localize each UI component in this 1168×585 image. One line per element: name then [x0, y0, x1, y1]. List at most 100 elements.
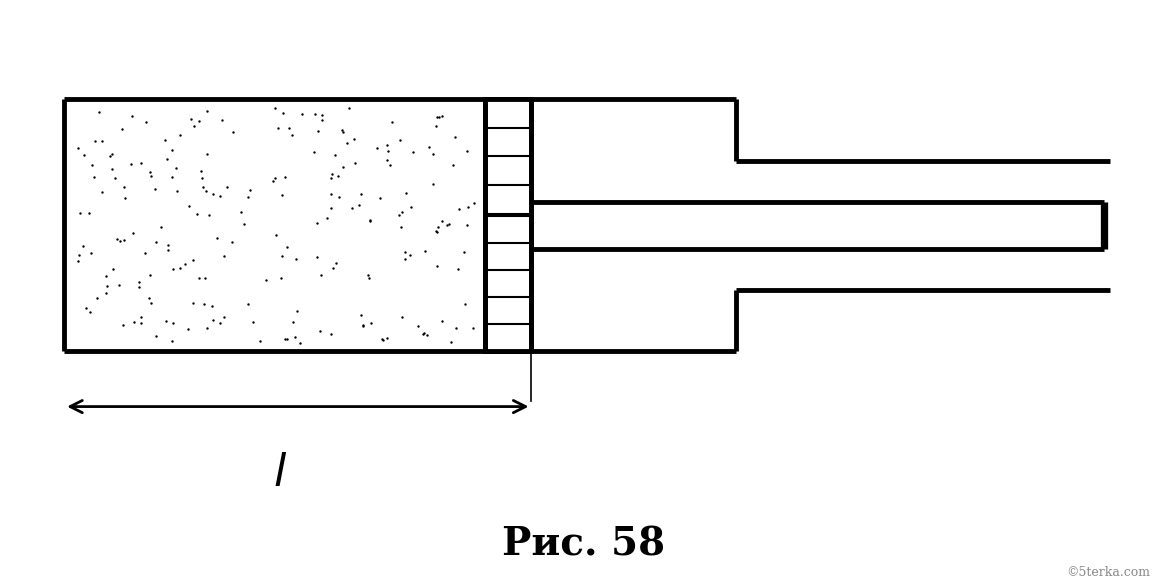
Point — [324, 263, 342, 273]
Point — [264, 177, 283, 186]
Point — [204, 316, 223, 325]
Point — [183, 298, 202, 307]
Point — [430, 112, 449, 122]
Point — [285, 332, 304, 341]
Point — [232, 208, 251, 217]
Point — [340, 103, 359, 112]
Point — [92, 188, 111, 197]
Point — [283, 130, 301, 139]
Point — [114, 183, 133, 192]
Point — [432, 316, 451, 326]
Point — [74, 242, 92, 251]
Point — [293, 109, 312, 119]
Point — [312, 110, 331, 119]
Point — [449, 264, 467, 274]
Point — [222, 238, 241, 247]
Point — [162, 145, 181, 154]
Point — [409, 321, 427, 331]
Point — [157, 135, 175, 144]
Point — [361, 215, 380, 225]
Point — [445, 133, 464, 142]
Point — [426, 227, 445, 236]
Point — [390, 211, 409, 220]
Point — [324, 169, 342, 178]
Point — [132, 319, 151, 328]
Point — [432, 112, 451, 121]
Point — [305, 147, 324, 156]
Point — [377, 140, 396, 149]
Point — [202, 301, 221, 311]
Point — [439, 219, 458, 229]
Point — [395, 254, 413, 263]
Point — [130, 282, 148, 291]
Point — [112, 124, 131, 133]
Point — [223, 127, 242, 136]
Point — [458, 146, 477, 156]
Point — [113, 320, 132, 329]
Point — [345, 135, 363, 144]
Point — [334, 163, 353, 172]
Point — [322, 190, 341, 199]
Point — [107, 235, 126, 244]
Point — [374, 335, 392, 344]
Text: $l$: $l$ — [273, 452, 287, 495]
Point — [106, 174, 125, 183]
Point — [193, 173, 211, 183]
Point — [83, 160, 102, 170]
Point — [121, 160, 140, 169]
Point — [354, 322, 373, 331]
Point — [401, 250, 419, 260]
Point — [257, 276, 276, 285]
Point — [424, 179, 443, 188]
Point — [265, 174, 284, 183]
Point — [152, 222, 171, 232]
Point — [210, 318, 229, 327]
Point — [125, 318, 144, 327]
Point — [433, 216, 452, 225]
Point — [180, 202, 199, 211]
Point — [342, 204, 361, 213]
Point — [346, 158, 364, 167]
Point — [197, 106, 216, 116]
Point — [456, 300, 474, 309]
Point — [360, 273, 378, 282]
Point — [147, 332, 166, 341]
Point — [140, 167, 159, 177]
Point — [179, 324, 197, 333]
Point — [418, 331, 437, 340]
Point — [188, 209, 207, 219]
Point — [359, 270, 377, 280]
Point — [402, 202, 420, 211]
Point — [132, 159, 151, 168]
Point — [141, 270, 160, 280]
Point — [307, 218, 326, 227]
Point — [321, 173, 340, 183]
Point — [446, 324, 465, 333]
Point — [104, 264, 123, 273]
Point — [159, 245, 178, 254]
Point — [458, 220, 477, 229]
Point — [164, 336, 182, 346]
Point — [88, 294, 106, 303]
Point — [69, 256, 88, 266]
Text: ©5terka.com: ©5terka.com — [1066, 566, 1150, 579]
Point — [196, 273, 215, 282]
Point — [214, 252, 232, 261]
Bar — [485, 99, 531, 351]
Point — [135, 248, 154, 257]
Point — [361, 216, 380, 226]
Point — [215, 312, 234, 322]
Point — [392, 222, 411, 232]
Point — [450, 204, 468, 214]
Point — [97, 289, 116, 298]
Point — [197, 187, 216, 196]
Point — [392, 207, 411, 216]
Point — [392, 312, 411, 322]
Point — [329, 192, 348, 202]
Point — [197, 323, 216, 332]
Point — [181, 115, 200, 124]
Point — [192, 166, 210, 176]
Point — [403, 148, 422, 157]
Point — [141, 172, 160, 181]
Point — [438, 220, 457, 229]
